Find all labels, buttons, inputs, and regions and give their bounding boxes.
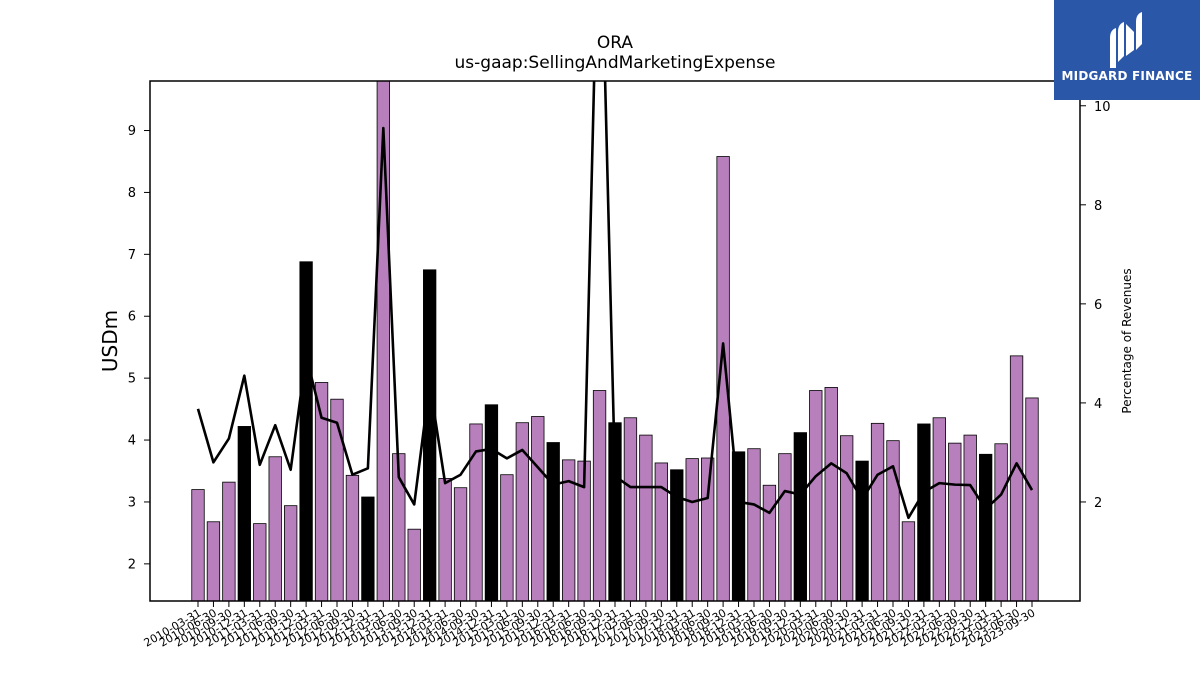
y-tick-label: 9 — [128, 124, 136, 139]
bar-2019-06-30 — [762, 484, 777, 601]
bar-2023-06-30 — [1009, 355, 1024, 601]
bar-2011-03-31 — [253, 523, 267, 601]
y2-tick-label: 10 — [1094, 100, 1111, 115]
bar-2023-09-30 — [1025, 397, 1039, 601]
bar-2021-03-31 — [870, 422, 885, 601]
bar-2013-12-31 — [423, 269, 437, 601]
y-tick-label: 5 — [128, 372, 136, 387]
bar-2017-12-31 — [670, 469, 684, 601]
bar-2011-09-30 — [284, 505, 298, 601]
logo-mark-icon — [1110, 12, 1142, 68]
bar-2018-06-30 — [701, 457, 715, 601]
y-tick-label: 2 — [128, 557, 136, 572]
bar-2021-06-30 — [886, 440, 900, 601]
bar-2018-12-31 — [731, 451, 746, 601]
logo-text: MIDGARD FINANCE — [1061, 69, 1193, 83]
bar-2017-03-31 — [623, 417, 638, 601]
bar-2010-12-31 — [237, 426, 251, 601]
bar-2017-09-30 — [654, 462, 668, 601]
line-layer — [196, 81, 1034, 520]
bar-2014-03-31 — [438, 478, 452, 601]
bar-2019-12-31 — [793, 432, 807, 601]
bar-2023-03-31 — [994, 443, 1008, 601]
bar-2013-09-30 — [407, 528, 421, 601]
bar-2016-09-30 — [592, 390, 607, 601]
bar-2014-09-30 — [469, 423, 483, 601]
bar-2021-12-31 — [917, 423, 931, 601]
bar-2020-03-31 — [809, 390, 823, 601]
y-tick-label: 4 — [128, 434, 136, 449]
bar-2022-12-31 — [979, 453, 993, 601]
bar-2011-06-30 — [268, 456, 282, 601]
bar-2021-09-30 — [901, 521, 916, 601]
midgard-finance-logo: MIDGARD FINANCE — [1054, 0, 1200, 100]
y2-tick-label: 6 — [1094, 298, 1102, 313]
bar-2020-06-30 — [824, 387, 838, 601]
x-axis: 2010-03-312010-06-302010-09-302010-12-31… — [142, 601, 1038, 650]
bar-2022-09-30 — [963, 434, 977, 601]
bar-2010-03-31 — [191, 489, 205, 601]
chart-title: ORA — [597, 33, 634, 53]
y-tick-label: 3 — [128, 495, 136, 510]
bar-2014-06-30 — [453, 487, 468, 601]
bar-2013-03-31 — [376, 81, 390, 601]
bar-2011-12-31 — [299, 261, 313, 601]
chart-subtitle: us-gaap:SellingAndMarketingExpense — [455, 53, 776, 73]
y-tick-label: 7 — [128, 248, 136, 263]
y2-tick-label: 4 — [1094, 397, 1102, 412]
bar-2015-09-30 — [531, 416, 545, 601]
y2-tick-label: 2 — [1094, 496, 1102, 511]
y2-tick-label: 8 — [1094, 199, 1102, 214]
bar-2012-12-31 — [361, 496, 375, 601]
bar-2018-09-30 — [716, 156, 730, 601]
y-axis-label: USDm — [98, 310, 122, 372]
bar-2019-09-30 — [778, 453, 792, 601]
y-tick-label: 6 — [128, 310, 136, 325]
bar-2015-12-31 — [546, 442, 560, 601]
bar-2012-06-30 — [330, 398, 344, 601]
bar-2010-09-30 — [222, 481, 236, 601]
line-percentage-of-revenues — [196, 81, 1034, 520]
bar-2018-03-31 — [685, 458, 699, 601]
bars-layer — [191, 81, 1039, 601]
y-tick-label: 8 — [128, 186, 136, 201]
bar-2012-09-30 — [345, 474, 360, 601]
bar-2022-06-30 — [948, 442, 962, 601]
bar-2022-03-31 — [932, 417, 946, 601]
y-axis-left: 2 3 4 5 6 7 8 9 — [128, 124, 150, 572]
y-axis-right: 2 4 6 8 10 — [1080, 100, 1111, 511]
y2-axis-label: Percentage of Revenues — [1120, 268, 1134, 413]
bar-2017-06-30 — [639, 434, 653, 601]
bar-2012-03-31 — [314, 382, 329, 601]
bar-2020-12-31 — [855, 460, 869, 601]
bar-2019-03-31 — [747, 448, 761, 601]
bar-2010-06-30 — [206, 521, 221, 601]
bar-2020-09-30 — [840, 435, 854, 601]
bar-2014-12-31 — [484, 404, 499, 601]
bar-2015-03-31 — [500, 474, 514, 601]
